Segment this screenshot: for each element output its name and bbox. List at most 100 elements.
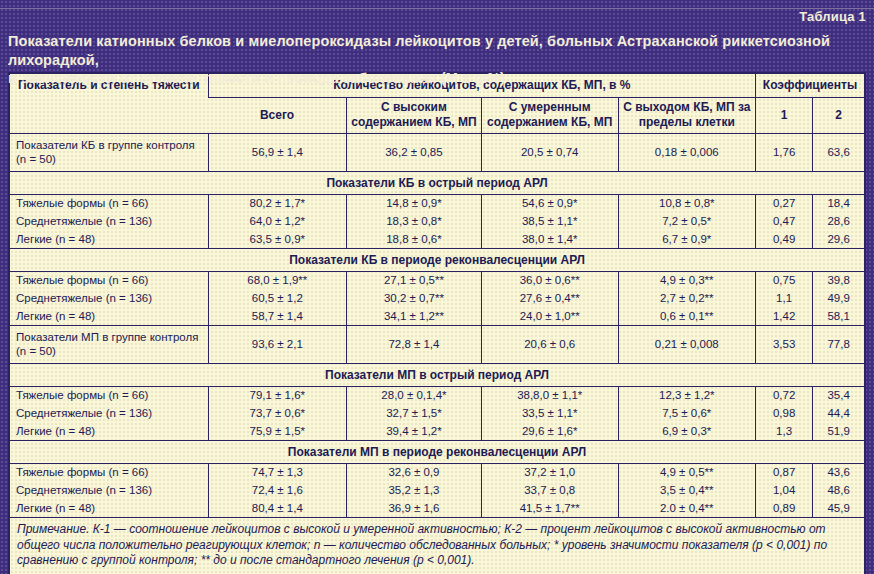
- value-cell: 73,7 ± 0,6*: [208, 404, 346, 422]
- data-row: Среднетяжелые (n = 136) 72,4 ± 1,6 35,2 …: [10, 481, 864, 499]
- row-label-cell: Легкие (n = 48): [10, 499, 208, 517]
- value-cell: 0,72: [756, 386, 813, 404]
- table-caption-label: Таблица 1: [8, 9, 866, 24]
- subheader-high: С высоким содержанием КБ, МП: [346, 97, 481, 133]
- value-cell: 60,5 ± 1,2: [208, 289, 346, 307]
- value-cell: 29,6: [813, 230, 864, 248]
- subheader-exit: С выходом КБ, МП за пределы клетки: [618, 97, 755, 133]
- value-cell: 37,2 ± 1,0: [481, 463, 618, 481]
- value-cell: 18,4: [813, 194, 864, 212]
- value-cell: 44,4: [813, 404, 864, 422]
- value-cell: 36,2 ± 0,85: [346, 133, 481, 171]
- value-cell: 20,6 ± 0,6: [481, 325, 618, 363]
- value-cell: 0,6 ± 0,1**: [618, 307, 755, 325]
- value-cell: 93,6 ± 2,1: [208, 325, 346, 363]
- data-table: Показатель и степень тяжести Количество …: [10, 74, 864, 517]
- value-cell: 18,8 ± 0,6*: [346, 230, 481, 248]
- value-cell: 32,6 ± 0,9: [346, 463, 481, 481]
- value-cell: 68,0 ± 1,9**: [208, 271, 346, 289]
- row-label-cell: Среднетяжелые (n = 136): [10, 289, 208, 307]
- value-cell: 33,7 ± 0,8: [481, 481, 618, 499]
- row-label-cell: Тяжелые формы (n = 66): [10, 386, 208, 404]
- section-row: Показатели МП в периоде реконвалесценции…: [10, 440, 864, 463]
- value-cell: 74,7 ± 1,3: [208, 463, 346, 481]
- data-row: Тяжелые формы (n = 66) 74,7 ± 1,3 32,6 ±…: [10, 463, 864, 481]
- value-cell: 4,9 ± 0,5**: [618, 463, 755, 481]
- data-row: Легкие (n = 48) 58,7 ± 1,4 34,1 ± 1,2** …: [10, 307, 864, 325]
- value-cell: 0,47: [756, 212, 813, 230]
- subheader-k1: 1: [756, 97, 813, 133]
- data-row: Тяжелые формы (n = 66) 68,0 ± 1,9** 27,1…: [10, 271, 864, 289]
- value-cell: 80,2 ± 1,7*: [208, 194, 346, 212]
- row-label-cell: Показатели КБ в группе контроля (n = 50): [10, 133, 208, 171]
- section-title-cell: Показатели КБ в острый период АРЛ: [10, 171, 864, 194]
- row-label-cell: Показатели МП в группе контроля (n = 50): [10, 325, 208, 363]
- value-cell: 1,76: [756, 133, 813, 171]
- data-row: Легкие (n = 48) 80,4 ± 1,4 36,9 ± 1,6 41…: [10, 499, 864, 517]
- value-cell: 56,9 ± 1,4: [208, 133, 346, 171]
- data-row: Тяжелые формы (n = 66) 80,2 ± 1,7* 14,8 …: [10, 194, 864, 212]
- value-cell: 3,53: [756, 325, 813, 363]
- section-title-cell: Показатели МП в периоде реконвалесценции…: [10, 440, 864, 463]
- subheader-moderate: С умеренным содержанием КБ, МП: [481, 97, 618, 133]
- control-row-mp: Показатели МП в группе контроля (n = 50)…: [10, 325, 864, 363]
- value-cell: 1,3: [756, 422, 813, 440]
- control-row-kb: Показатели КБ в группе контроля (n = 50)…: [10, 133, 864, 171]
- section-title-cell: Показатели МП в острый период АРЛ: [10, 363, 864, 386]
- footnote: Примечание. К-1 — соотношение лейкоцитов…: [10, 517, 864, 574]
- value-cell: 38,8,0 ± 1,1*: [481, 386, 618, 404]
- section-title-cell: Показатели КБ в периоде реконвалесценции…: [10, 248, 864, 271]
- value-cell: 10,8 ± 0,8*: [618, 194, 755, 212]
- subheader-total: Всего: [208, 97, 346, 133]
- page-frame: Таблица 1 Показатели катионных белков и …: [0, 0, 874, 574]
- table-title-line1: Показатели катионных белков и миелоперок…: [8, 32, 866, 69]
- value-cell: 3,5 ± 0,4**: [618, 481, 755, 499]
- value-cell: 58,1: [813, 307, 864, 325]
- row-label-cell: Тяжелые формы (n = 66): [10, 271, 208, 289]
- value-cell: 45,9: [813, 499, 864, 517]
- value-cell: 39,4 ± 1,2*: [346, 422, 481, 440]
- value-cell: 7,2 ± 0,5*: [618, 212, 755, 230]
- value-cell: 72,8 ± 1,4: [346, 325, 481, 363]
- data-row: Среднетяжелые (n = 136) 64,0 ± 1,2* 18,3…: [10, 212, 864, 230]
- value-cell: 79,1 ± 1,6*: [208, 386, 346, 404]
- value-cell: 34,1 ± 1,2**: [346, 307, 481, 325]
- value-cell: 77,8: [813, 325, 864, 363]
- value-cell: 80,4 ± 1,4: [208, 499, 346, 517]
- value-cell: 6,9 ± 0,3*: [618, 422, 755, 440]
- value-cell: 63,5 ± 0,9*: [208, 230, 346, 248]
- value-cell: 28,0 ± 0,1,4*: [346, 386, 481, 404]
- section-row: Показатели КБ в острый период АРЛ: [10, 171, 864, 194]
- value-cell: 0,21 ± 0,008: [618, 325, 755, 363]
- value-cell: 0,75: [756, 271, 813, 289]
- value-cell: 27,6 ± 0,4**: [481, 289, 618, 307]
- value-cell: 51,9: [813, 422, 864, 440]
- value-cell: 36,9 ± 1,6: [346, 499, 481, 517]
- data-row: Среднетяжелые (n = 136) 73,7 ± 0,6* 32,7…: [10, 404, 864, 422]
- value-cell: 64,0 ± 1,2*: [208, 212, 346, 230]
- value-cell: 1,42: [756, 307, 813, 325]
- value-cell: 43,6: [813, 463, 864, 481]
- data-row: Тяжелые формы (n = 66) 79,1 ± 1,6* 28,0 …: [10, 386, 864, 404]
- value-cell: 33,5 ± 1,1*: [481, 404, 618, 422]
- data-row: Легкие (n = 48) 63,5 ± 0,9* 18,8 ± 0,6* …: [10, 230, 864, 248]
- value-cell: 2,7 ± 0,2**: [618, 289, 755, 307]
- value-cell: 0,87: [756, 463, 813, 481]
- value-cell: 35,2 ± 1,3: [346, 481, 481, 499]
- value-cell: 18,3 ± 0,8*: [346, 212, 481, 230]
- data-row: Легкие (n = 48) 75,9 ± 1,5* 39,4 ± 1,2* …: [10, 422, 864, 440]
- value-cell: 36,0 ± 0,6**: [481, 271, 618, 289]
- value-cell: 48,6: [813, 481, 864, 499]
- value-cell: 28,6: [813, 212, 864, 230]
- value-cell: 7,5 ± 0,6*: [618, 404, 755, 422]
- value-cell: 4,9 ± 0,3**: [618, 271, 755, 289]
- row-label-cell: Среднетяжелые (n = 136): [10, 481, 208, 499]
- value-cell: 0,49: [756, 230, 813, 248]
- row-label-cell: Тяжелые формы (n = 66): [10, 194, 208, 212]
- value-cell: 12,3 ± 1,2*: [618, 386, 755, 404]
- table-title-line2: в зависимости от степени тяжести и перио…: [8, 69, 866, 88]
- table-title: Показатели катионных белков и миелоперок…: [8, 32, 866, 88]
- value-cell: 0,27: [756, 194, 813, 212]
- table-panel: Показатель и степень тяжести Количество …: [8, 72, 866, 574]
- value-cell: 2.0 ± 0,4**: [618, 499, 755, 517]
